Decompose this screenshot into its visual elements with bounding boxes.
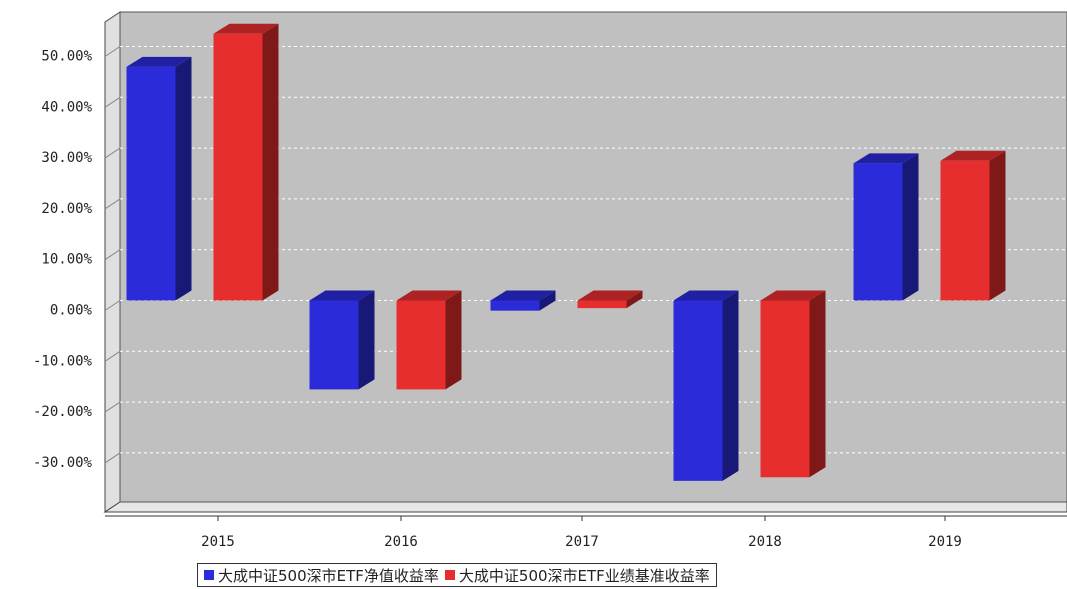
bar-2016-series-2 — [396, 290, 462, 390]
bar-front — [396, 300, 446, 390]
x-tick-label: 2016 — [384, 534, 418, 550]
bar-top — [577, 290, 643, 301]
bar-2019-series-2 — [940, 150, 1006, 301]
gridline-wall — [104, 401, 121, 413]
bar-top — [309, 290, 375, 301]
bar-2015-series-2 — [213, 23, 279, 301]
y-tick-label: 0.00% — [50, 303, 93, 319]
legend-label-benchmark: 大成中证500深市ETF业绩基准收益率 — [458, 566, 710, 585]
bar-side — [175, 56, 192, 301]
gridline-wall — [104, 249, 121, 261]
plot-left-wall — [104, 11, 121, 513]
gridline-wall — [104, 147, 121, 159]
y-tick-label: 40.00% — [41, 99, 92, 115]
gridline-wall — [104, 96, 121, 108]
bar-front — [673, 300, 723, 481]
bar-front — [213, 33, 263, 301]
bar-top — [396, 290, 462, 301]
bar-front — [760, 300, 810, 478]
bar-front — [940, 160, 990, 301]
bar-side — [358, 290, 375, 390]
legend-swatch-benchmark — [444, 570, 455, 580]
legend-item-benchmark: 大成中证500深市ETF业绩基准收益率 — [444, 565, 710, 586]
bar-2018-series-1 — [673, 290, 739, 481]
y-tick-label: 50.00% — [41, 49, 92, 65]
bar-2019-series-1 — [853, 153, 919, 301]
y-tick-label: -10.00% — [33, 353, 93, 369]
bar-front — [490, 300, 540, 311]
bar-side — [445, 290, 462, 390]
bar-side — [989, 150, 1006, 301]
gridline-wall — [104, 198, 121, 210]
y-tick-label: 30.00% — [41, 150, 92, 166]
bar-top — [940, 150, 1006, 161]
legend-item-nav: 大成中证500深市ETF净值收益率 — [204, 565, 439, 586]
y-tick-label: -20.00% — [33, 404, 93, 420]
bar-2017-series-1 — [490, 290, 556, 311]
bar-top — [126, 56, 192, 67]
x-tick-label: 2019 — [928, 534, 962, 550]
bars — [126, 23, 1006, 481]
bar-front — [126, 66, 176, 301]
bar-side — [539, 290, 556, 311]
bar-side — [626, 290, 643, 309]
bar-front — [853, 163, 903, 301]
bar-2016-series-1 — [309, 290, 375, 390]
x-axis-ticks: 2015 2016 2017 2018 2019 — [201, 516, 962, 550]
y-tick-label: 10.00% — [41, 252, 92, 268]
gridline-wall — [104, 46, 121, 57]
y-axis-ticks: 50.00% 40.00% 30.00% 20.00% 10.00% 0.00% -10.0… — [33, 49, 93, 471]
bar-front — [309, 300, 359, 390]
gridline-wall — [104, 452, 121, 464]
legend-swatch-nav — [204, 570, 214, 580]
legend: 大成中证500深市ETF净值收益率 大成中证500深市ETF业绩基准收益率 — [197, 563, 717, 587]
bar-side — [262, 23, 279, 301]
x-tick-label: 2015 — [201, 534, 235, 550]
bar-top — [213, 23, 279, 34]
bar-2017-series-2 — [577, 290, 643, 309]
bar-2015-series-1 — [126, 56, 192, 301]
gridline-wall — [104, 350, 121, 362]
y-tick-label: 20.00% — [41, 201, 92, 217]
y-tick-label: -30.00% — [33, 455, 93, 471]
bar-side — [902, 153, 919, 301]
x-tick-label: 2018 — [748, 534, 782, 550]
bar-front — [577, 300, 627, 309]
bar-top — [853, 153, 919, 164]
bar-2018-series-2 — [760, 290, 826, 478]
bar-top — [490, 290, 556, 301]
plot-floor — [103, 501, 1067, 513]
bar-top — [673, 290, 739, 301]
bar-side — [809, 290, 826, 478]
bar-top — [760, 290, 826, 301]
bar-side — [722, 290, 739, 481]
legend-label-nav: 大成中证500深市ETF净值收益率 — [218, 566, 439, 585]
gridline-wall — [104, 300, 121, 311]
x-tick-label: 2017 — [565, 534, 599, 550]
